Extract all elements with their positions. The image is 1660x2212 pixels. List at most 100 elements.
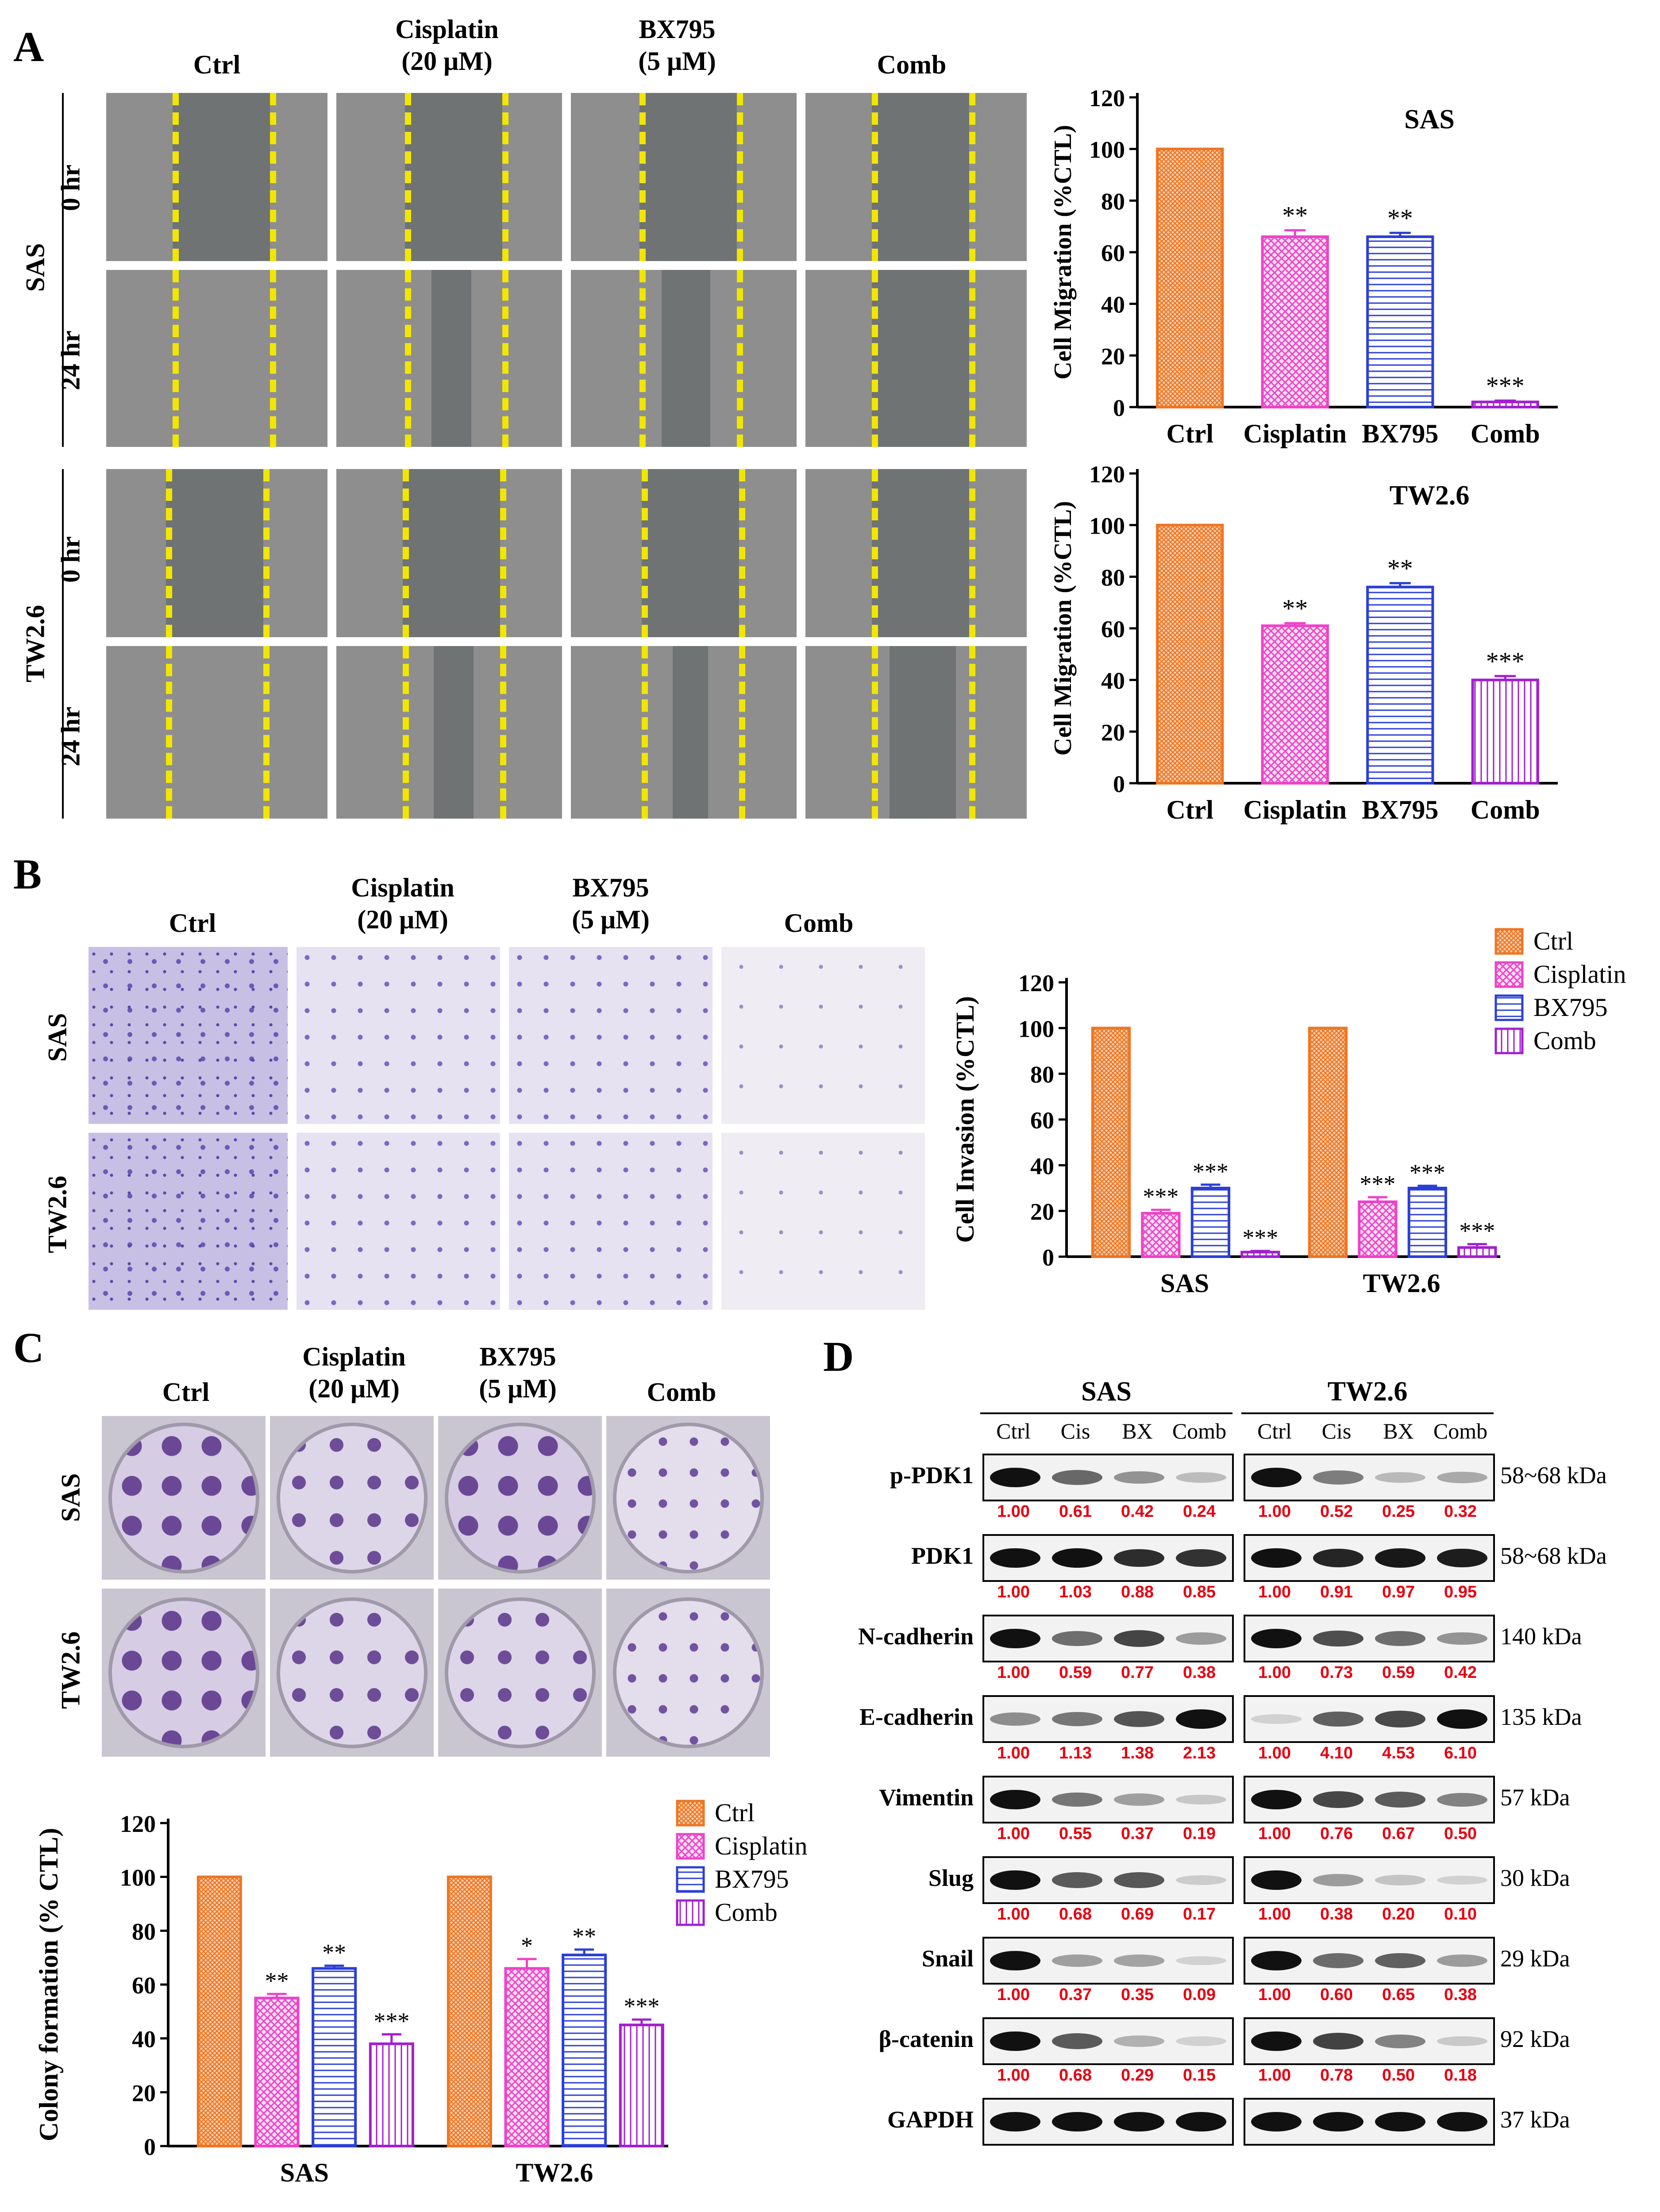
band-ratio: 0.78 [1320, 2066, 1353, 2085]
western-lane-label: Cis [1060, 1419, 1090, 1443]
protein-kda: 58~68 kDa [1500, 1462, 1607, 1489]
protein-label: N-cadherin [858, 1623, 974, 1650]
blot-band [1251, 2031, 1302, 2051]
micrograph-tw26-0hr-bx795 [571, 469, 797, 637]
y-tick-label: 60 [1030, 1107, 1054, 1134]
bar-comb-tw26 [1457, 1246, 1497, 1258]
band-ratio: 0.38 [1320, 1905, 1353, 1923]
c-header-bx795-dose: (5 μM) [479, 1374, 557, 1403]
band-ratio: 0.20 [1382, 1905, 1415, 1923]
band-ratio: 1.00 [997, 2066, 1030, 2085]
micrograph-sas-24hr-ctrl [106, 270, 327, 447]
blot-band [1176, 1632, 1226, 1645]
band-ratio: 0.67 [1382, 1824, 1415, 1843]
row-label-tw26-24hr: 24 hr [56, 707, 85, 766]
blot-pdk1-tw26 [1244, 1534, 1495, 1582]
blot-band [1052, 1548, 1102, 1568]
band-ratio: 0.37 [1059, 1985, 1092, 2004]
invasion-sas-cisplatin [297, 947, 500, 1124]
legend-label: Ctrl [715, 1798, 755, 1827]
legend-swatch [676, 1833, 705, 1860]
panel-b-letter: B [13, 850, 42, 898]
blot-band [1114, 1872, 1164, 1888]
header-bx795: BX795 (5 μM) [562, 13, 792, 77]
significance-marker: *** [1193, 1158, 1229, 1185]
blot-band [1437, 1954, 1487, 1967]
micrograph-sas-24hr-bx795 [571, 270, 797, 447]
blot-band [1313, 2032, 1363, 2050]
invasion-tw26-bx795 [509, 1133, 713, 1310]
micrograph-tw26-24hr-cisplatin [336, 646, 562, 819]
blot-band [1313, 1791, 1363, 1808]
blot-band [990, 1548, 1040, 1568]
blot-band [990, 1629, 1040, 1648]
significance-marker: * [521, 1932, 533, 1959]
chart-tw26-migration: 0 20 40 60 80 100 120 Cell Migration (%CTL) TW2.… [1049, 461, 1558, 824]
colony-tw26-comb [606, 1589, 770, 1757]
blot-band [1176, 1956, 1226, 1966]
band-ratio: 1.00 [997, 1744, 1030, 1762]
band-ratio: 0.52 [1320, 1502, 1353, 1521]
blot-band [1176, 2036, 1226, 2046]
x-tick-label: Comb [1471, 795, 1540, 824]
header-ctrl: Ctrl [193, 50, 241, 79]
y-tick-label: 60 [132, 1972, 156, 1999]
blot-n-cadherin-tw26 [1244, 1615, 1495, 1662]
blot-band [990, 1468, 1040, 1487]
significance-marker: *** [1459, 1218, 1495, 1244]
protein-label: GAPDH [887, 2106, 974, 2133]
band-ratio: 1.00 [997, 1985, 1030, 2004]
blot-e-cadherin-sas [982, 1695, 1234, 1743]
row-label-sas-24hr: 24 hr [56, 331, 85, 390]
western-group-title: TW2.6 [1327, 1377, 1408, 1407]
band-ratio: 0.77 [1121, 1663, 1154, 1682]
blot-band [1114, 1954, 1164, 1967]
protein-label: Slug [928, 1865, 974, 1891]
x-tick-label: TW2.6 [1363, 1269, 1440, 1298]
legend-swatch [1494, 994, 1524, 1021]
chart-colony: 0 20 40 60 80 100 120 Colony formation (% CTL) *… [34, 1798, 807, 2187]
chart-sas-migration: 0 20 40 60 80 100 120 Cell Migration (%CTL) SAS C… [1049, 85, 1558, 448]
blot-band [1052, 1631, 1102, 1646]
protein-kda: 30 kDa [1500, 1865, 1570, 1891]
blot-band [1176, 2112, 1226, 2131]
blot-band [1251, 1548, 1302, 1568]
band-ratio: 0.35 [1121, 1985, 1154, 2004]
panel-a-letter: A [13, 23, 44, 70]
colony-tw26-bx795 [438, 1589, 602, 1757]
band-ratio: 0.38 [1444, 1985, 1477, 2004]
band-ratio: 0.42 [1444, 1663, 1477, 1682]
x-tick-label: Cisplatin [1244, 795, 1347, 824]
colony-tw26-ctrl [102, 1589, 266, 1757]
band-ratio: 0.69 [1121, 1905, 1154, 1923]
protein-label: Snail [921, 1945, 974, 1972]
blot-band [990, 1712, 1040, 1726]
significance-marker: ** [265, 1967, 289, 1994]
y-tick-label: 80 [1101, 564, 1125, 591]
colony-tw26-cisplatin [270, 1589, 434, 1757]
micrograph-sas-0hr-cisplatin [336, 93, 562, 261]
blot-band [1176, 1549, 1226, 1567]
band-ratio: 1.00 [997, 1663, 1030, 1682]
colony-sas-comb [606, 1416, 770, 1580]
blot-band [1114, 1630, 1164, 1647]
header-bx795-name: BX795 [639, 15, 716, 44]
blot-snail-tw26 [1244, 1937, 1495, 1985]
y-tick-label: 80 [132, 1918, 156, 1945]
significance-marker: *** [624, 1993, 659, 2020]
y-tick-label: 0 [1113, 771, 1125, 797]
blot-band [1437, 1875, 1487, 1885]
significance-marker: ** [1387, 554, 1413, 583]
blot-band [1114, 1793, 1164, 1806]
blot-band [1313, 2112, 1363, 2131]
blot-band [1375, 1792, 1425, 1808]
tw26-bracket [62, 469, 64, 819]
western-lane-label: Cis [1321, 1419, 1352, 1443]
b-header-bx795: BX795 (5 μM) [505, 872, 717, 935]
blot-p-pdk1-sas [982, 1454, 1234, 1501]
protein-label: β-catenin [878, 2026, 974, 2052]
blot-slug-tw26 [1244, 1856, 1495, 1904]
blot-band [1176, 1875, 1226, 1885]
band-ratio: 1.00 [1258, 1583, 1291, 1601]
bar-bx795-sas [1190, 1187, 1231, 1258]
